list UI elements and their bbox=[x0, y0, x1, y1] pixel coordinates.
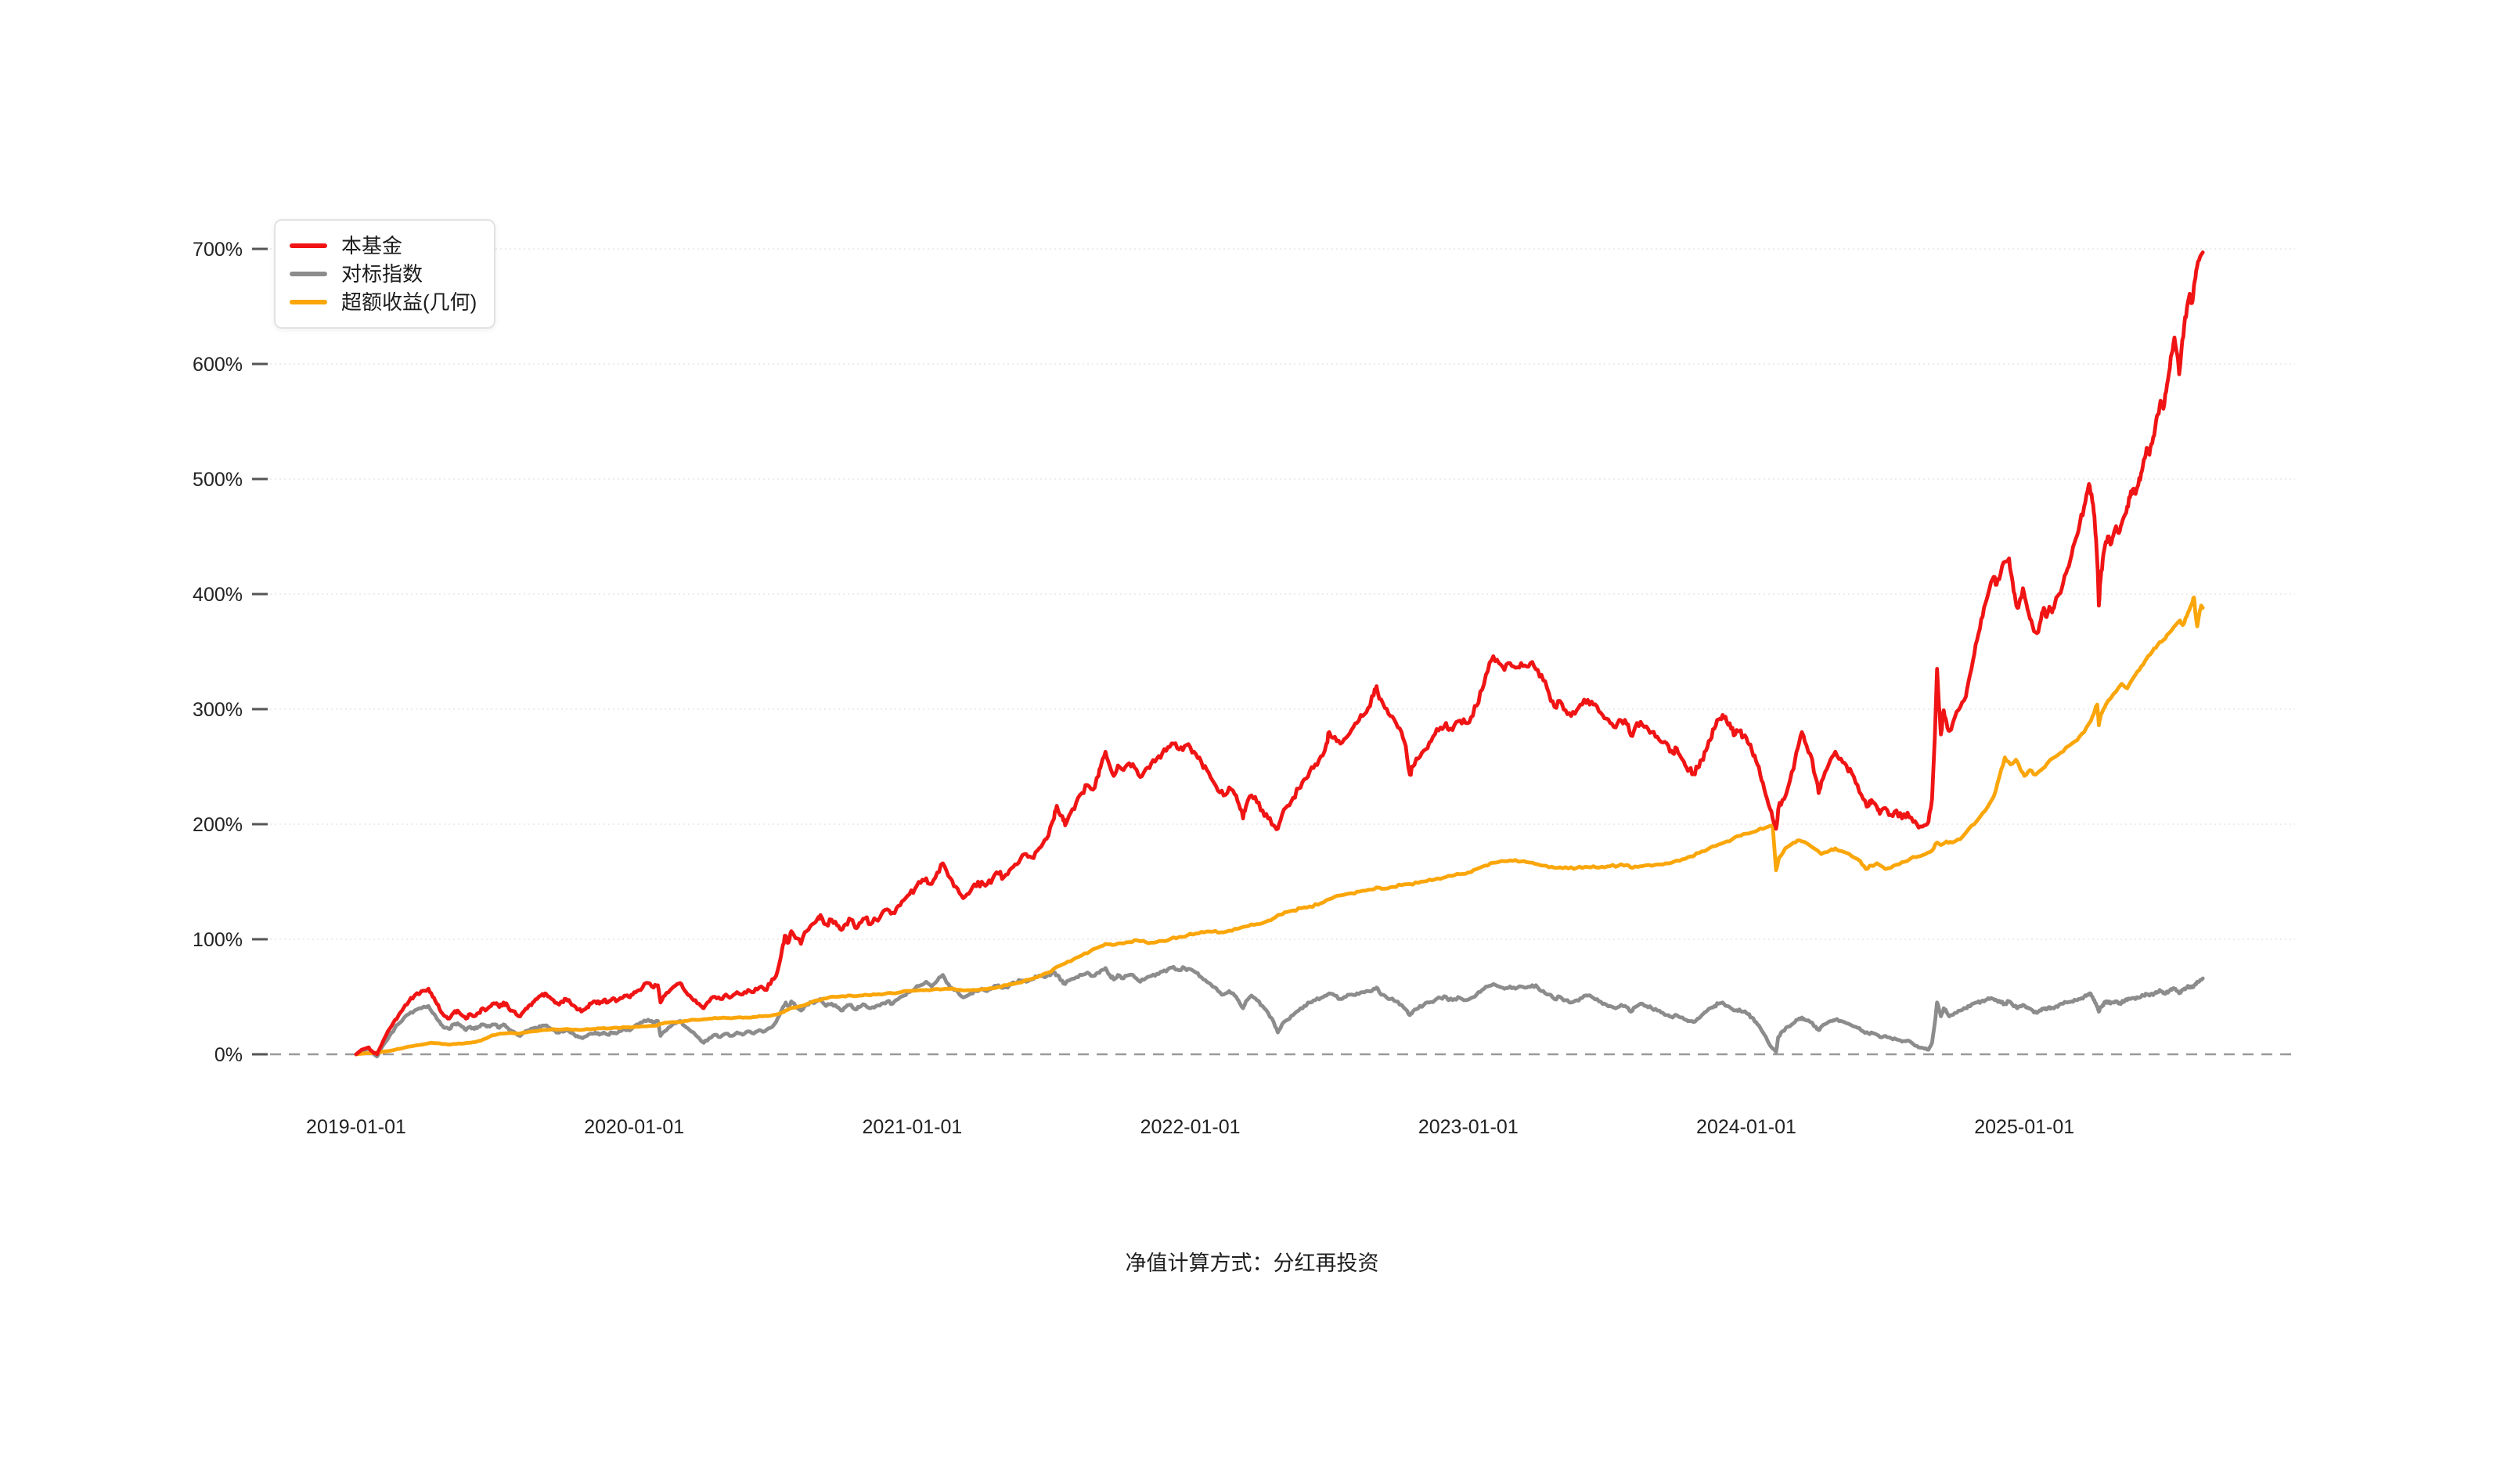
series-line-超额收益(几何) bbox=[354, 596, 2205, 1057]
legend-item-bench[interactable]: 对标指数 bbox=[290, 260, 477, 288]
legend-label-fund: 本基金 bbox=[341, 234, 403, 258]
y-axis-label-700: 700% bbox=[193, 239, 243, 261]
x-axis-label-2019-01-01: 2019-01-01 bbox=[306, 1116, 406, 1138]
legend-item-fund[interactable]: 本基金 bbox=[290, 232, 477, 260]
y-axis-label-300: 300% bbox=[193, 699, 243, 721]
x-axis-label-2025-01-01: 2025-01-01 bbox=[1974, 1116, 2074, 1138]
legend-item-excess[interactable]: 超额收益(几何) bbox=[290, 288, 477, 316]
y-axis-label-400: 400% bbox=[193, 584, 243, 606]
legend-swatch-excess bbox=[290, 300, 327, 304]
series-line-本基金 bbox=[354, 250, 2205, 1057]
x-axis-label-2024-01-01: 2024-01-01 bbox=[1696, 1116, 1796, 1138]
y-axis-label-600: 600% bbox=[193, 354, 243, 376]
y-axis-label-500: 500% bbox=[193, 469, 243, 491]
legend-label-bench: 对标指数 bbox=[341, 262, 423, 286]
legend-swatch-bench bbox=[290, 272, 327, 276]
x-axis-label-2022-01-01: 2022-01-01 bbox=[1140, 1116, 1241, 1138]
x-axis-label-2023-01-01: 2023-01-01 bbox=[1418, 1116, 1519, 1138]
y-axis-label-100: 100% bbox=[193, 929, 243, 951]
legend-swatch-fund bbox=[290, 243, 327, 248]
series-line-对标指数 bbox=[354, 964, 2205, 1059]
y-axis-label-0: 0% bbox=[214, 1044, 243, 1066]
x-axis-label-2021-01-01: 2021-01-01 bbox=[862, 1116, 962, 1138]
y-axis-label-200: 200% bbox=[193, 814, 243, 836]
x-axis-label-2020-01-01: 2020-01-01 bbox=[584, 1116, 684, 1138]
legend-label-excess: 超额收益(几何) bbox=[341, 290, 477, 314]
chart-caption: 净值计算方式：分红再投资 bbox=[1125, 1252, 1379, 1275]
chart-legend: 本基金对标指数超额收益(几何) bbox=[274, 219, 496, 329]
